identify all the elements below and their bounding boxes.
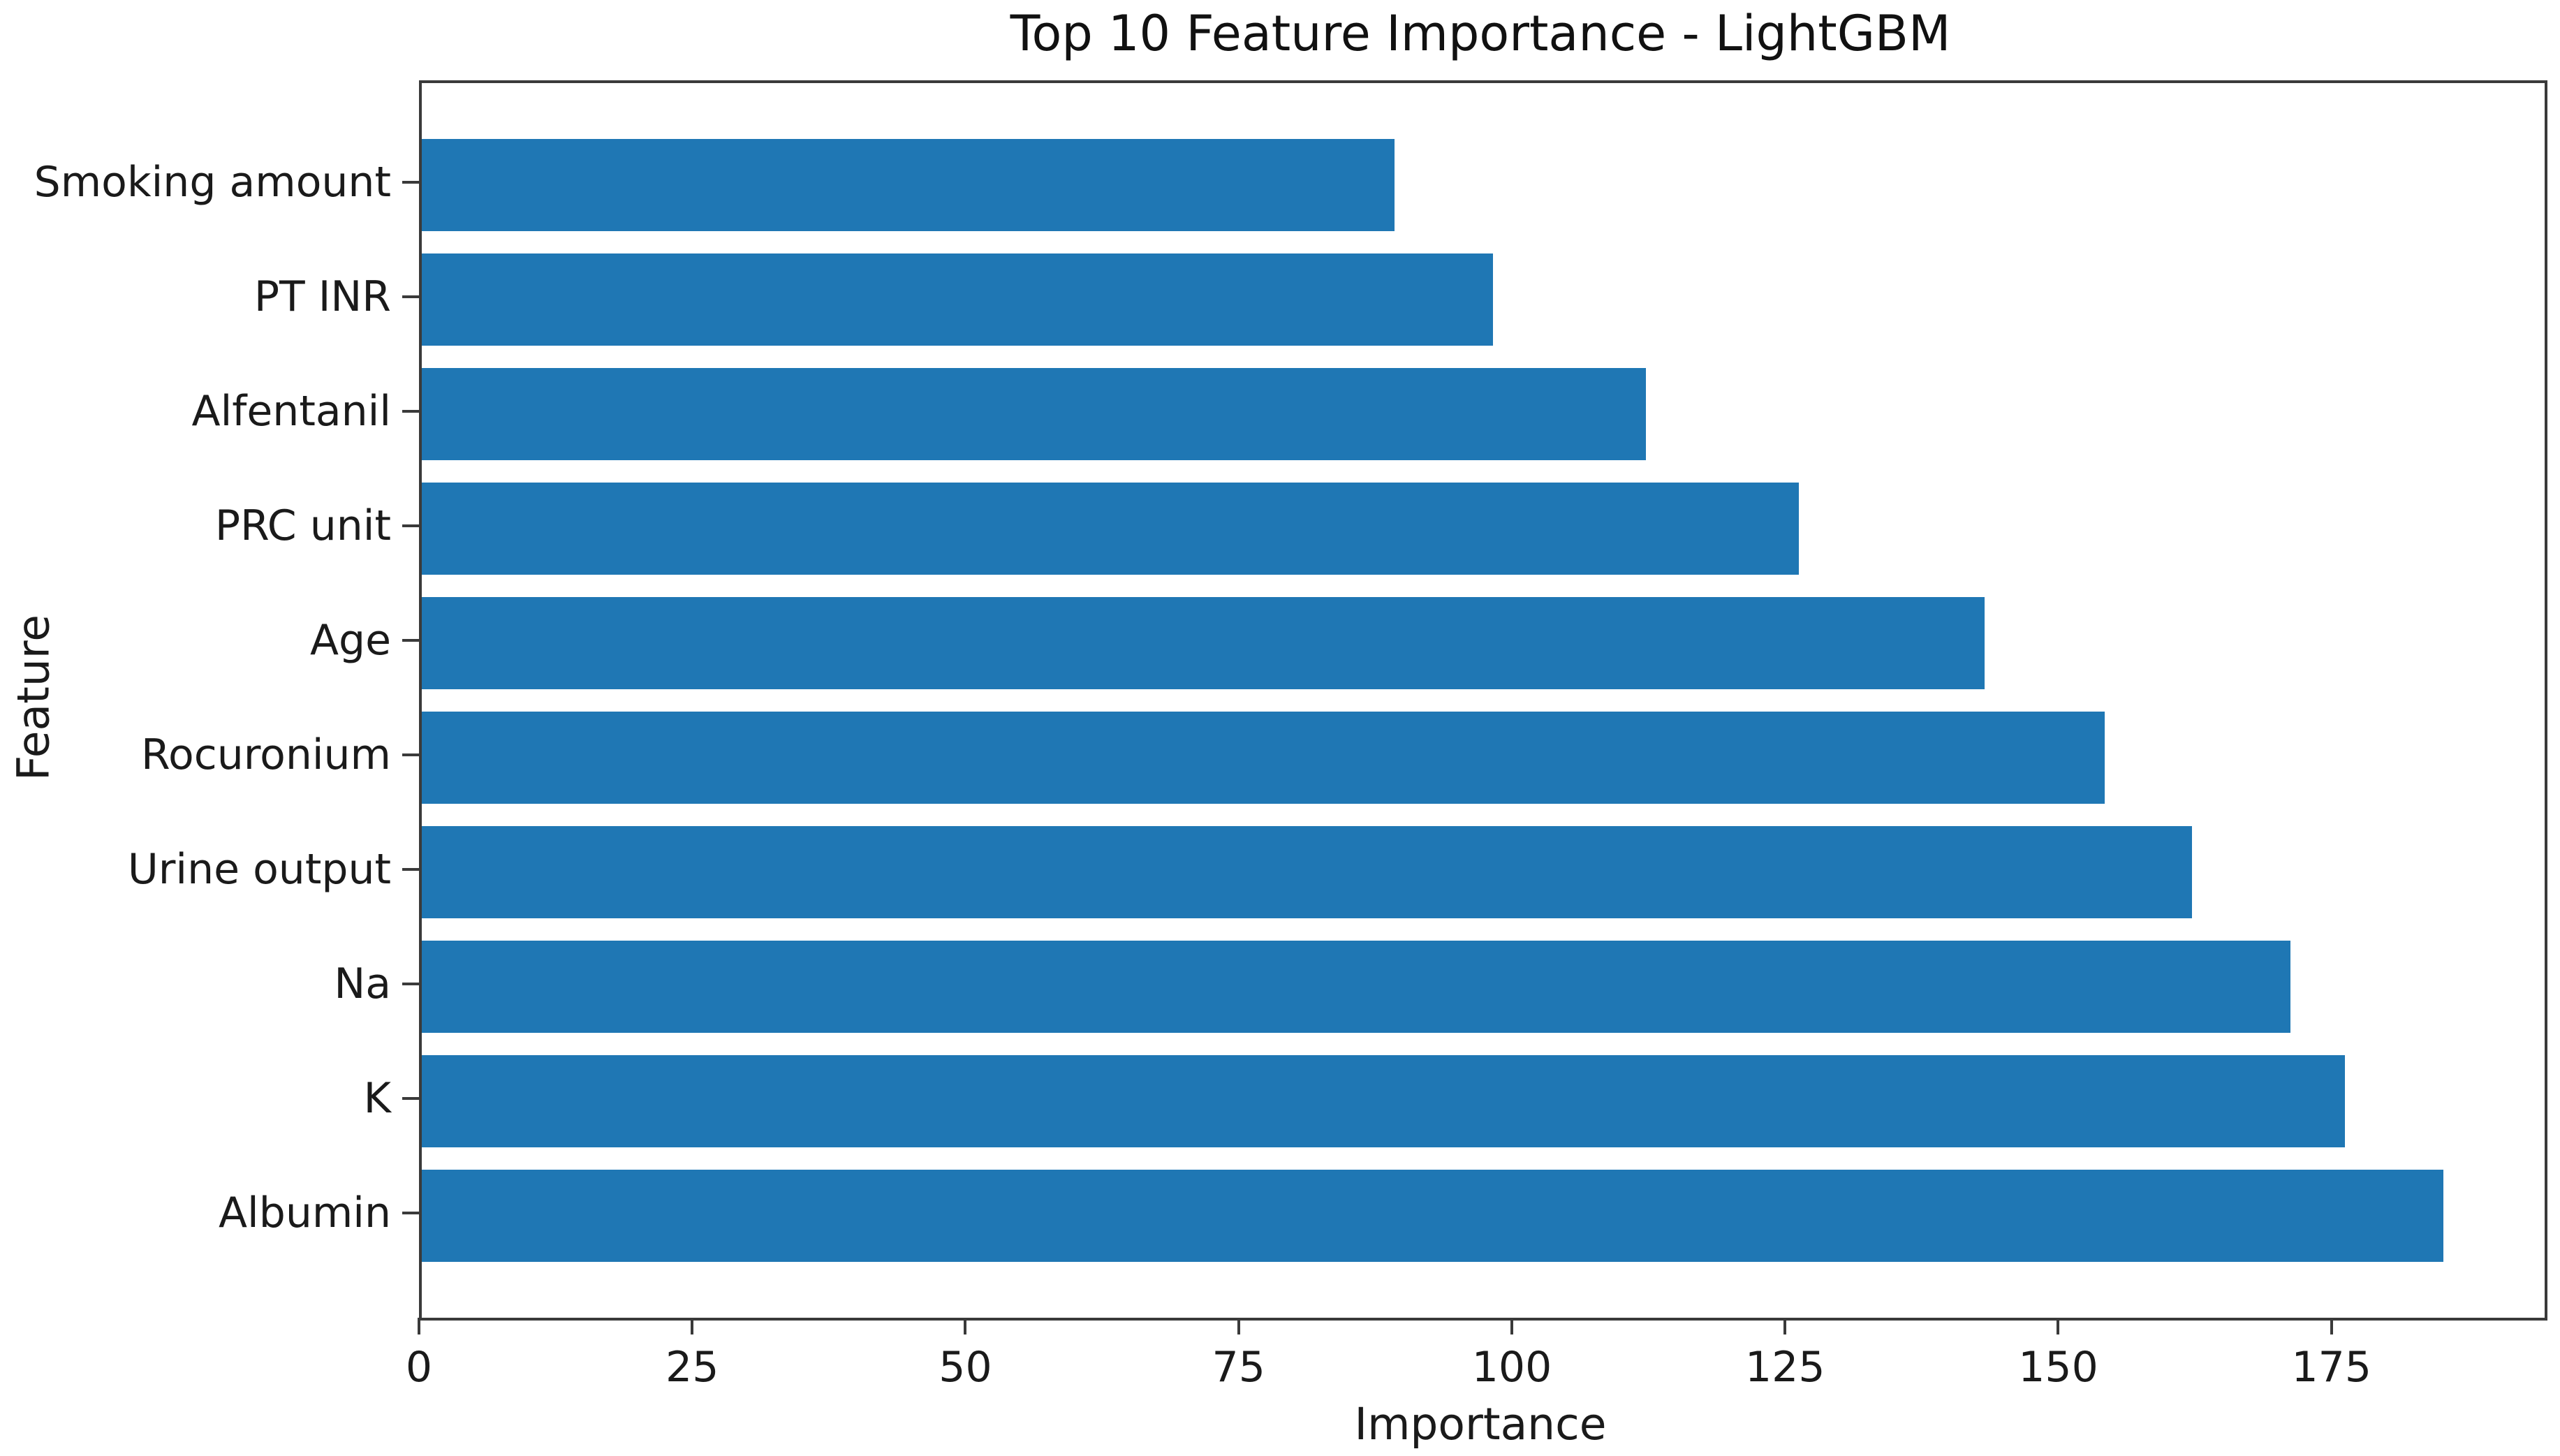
y-tick-label: PT INR <box>253 272 391 321</box>
y-tick-label: Na <box>334 959 391 1009</box>
bar <box>422 712 2105 804</box>
bar <box>422 253 1493 346</box>
y-tick-label: Rocuronium <box>141 730 391 779</box>
x-tick-label: 75 <box>1212 1343 1265 1392</box>
bar <box>422 483 1799 575</box>
y-tick-label: K <box>363 1074 391 1124</box>
x-tick-mark <box>1783 1318 1787 1334</box>
y-tick-mark <box>402 868 419 871</box>
bar <box>422 368 1646 460</box>
x-tick-mark <box>691 1318 694 1334</box>
bar <box>422 1170 2444 1262</box>
y-tick-mark <box>402 983 419 986</box>
x-tick-mark <box>964 1318 967 1334</box>
x-tick-mark <box>2330 1318 2333 1334</box>
y-tick-mark <box>402 180 419 184</box>
x-tick-label: 100 <box>1471 1343 1552 1392</box>
bar <box>422 139 1395 231</box>
y-tick-mark <box>402 409 419 413</box>
y-tick-label: Albumin <box>219 1189 391 1238</box>
y-tick-label: Age <box>309 615 391 665</box>
y-tick-mark <box>402 1212 419 1215</box>
bar <box>422 597 1985 689</box>
x-tick-mark <box>2057 1318 2060 1334</box>
x-tick-label: 50 <box>939 1343 992 1392</box>
x-axis-label: Importance <box>1354 1399 1607 1450</box>
x-tick-mark <box>1510 1318 1513 1334</box>
x-tick-label: 25 <box>665 1343 719 1392</box>
y-tick-mark <box>402 1097 419 1101</box>
x-tick-label: 125 <box>1744 1343 1825 1392</box>
y-tick-label: PRC unit <box>214 501 391 550</box>
y-tick-mark <box>402 753 419 756</box>
x-tick-label: 0 <box>405 1343 433 1392</box>
bar <box>422 1055 2346 1147</box>
x-tick-mark <box>1237 1318 1240 1334</box>
bar <box>422 826 2193 918</box>
x-tick-mark <box>418 1318 420 1334</box>
y-tick-mark <box>402 638 419 642</box>
y-tick-mark <box>402 295 419 298</box>
x-tick-label: 150 <box>2018 1343 2098 1392</box>
chart-title: Top 10 Feature Importance - LightGBM <box>1010 5 1951 62</box>
x-tick-label: 175 <box>2291 1343 2371 1392</box>
y-tick-label: Urine output <box>127 845 391 894</box>
bar <box>422 941 2291 1033</box>
y-tick-label: Alfentanil <box>191 386 391 436</box>
plot-area <box>419 80 2547 1321</box>
y-tick-label: Smoking amount <box>34 157 391 207</box>
y-tick-mark <box>402 524 419 527</box>
